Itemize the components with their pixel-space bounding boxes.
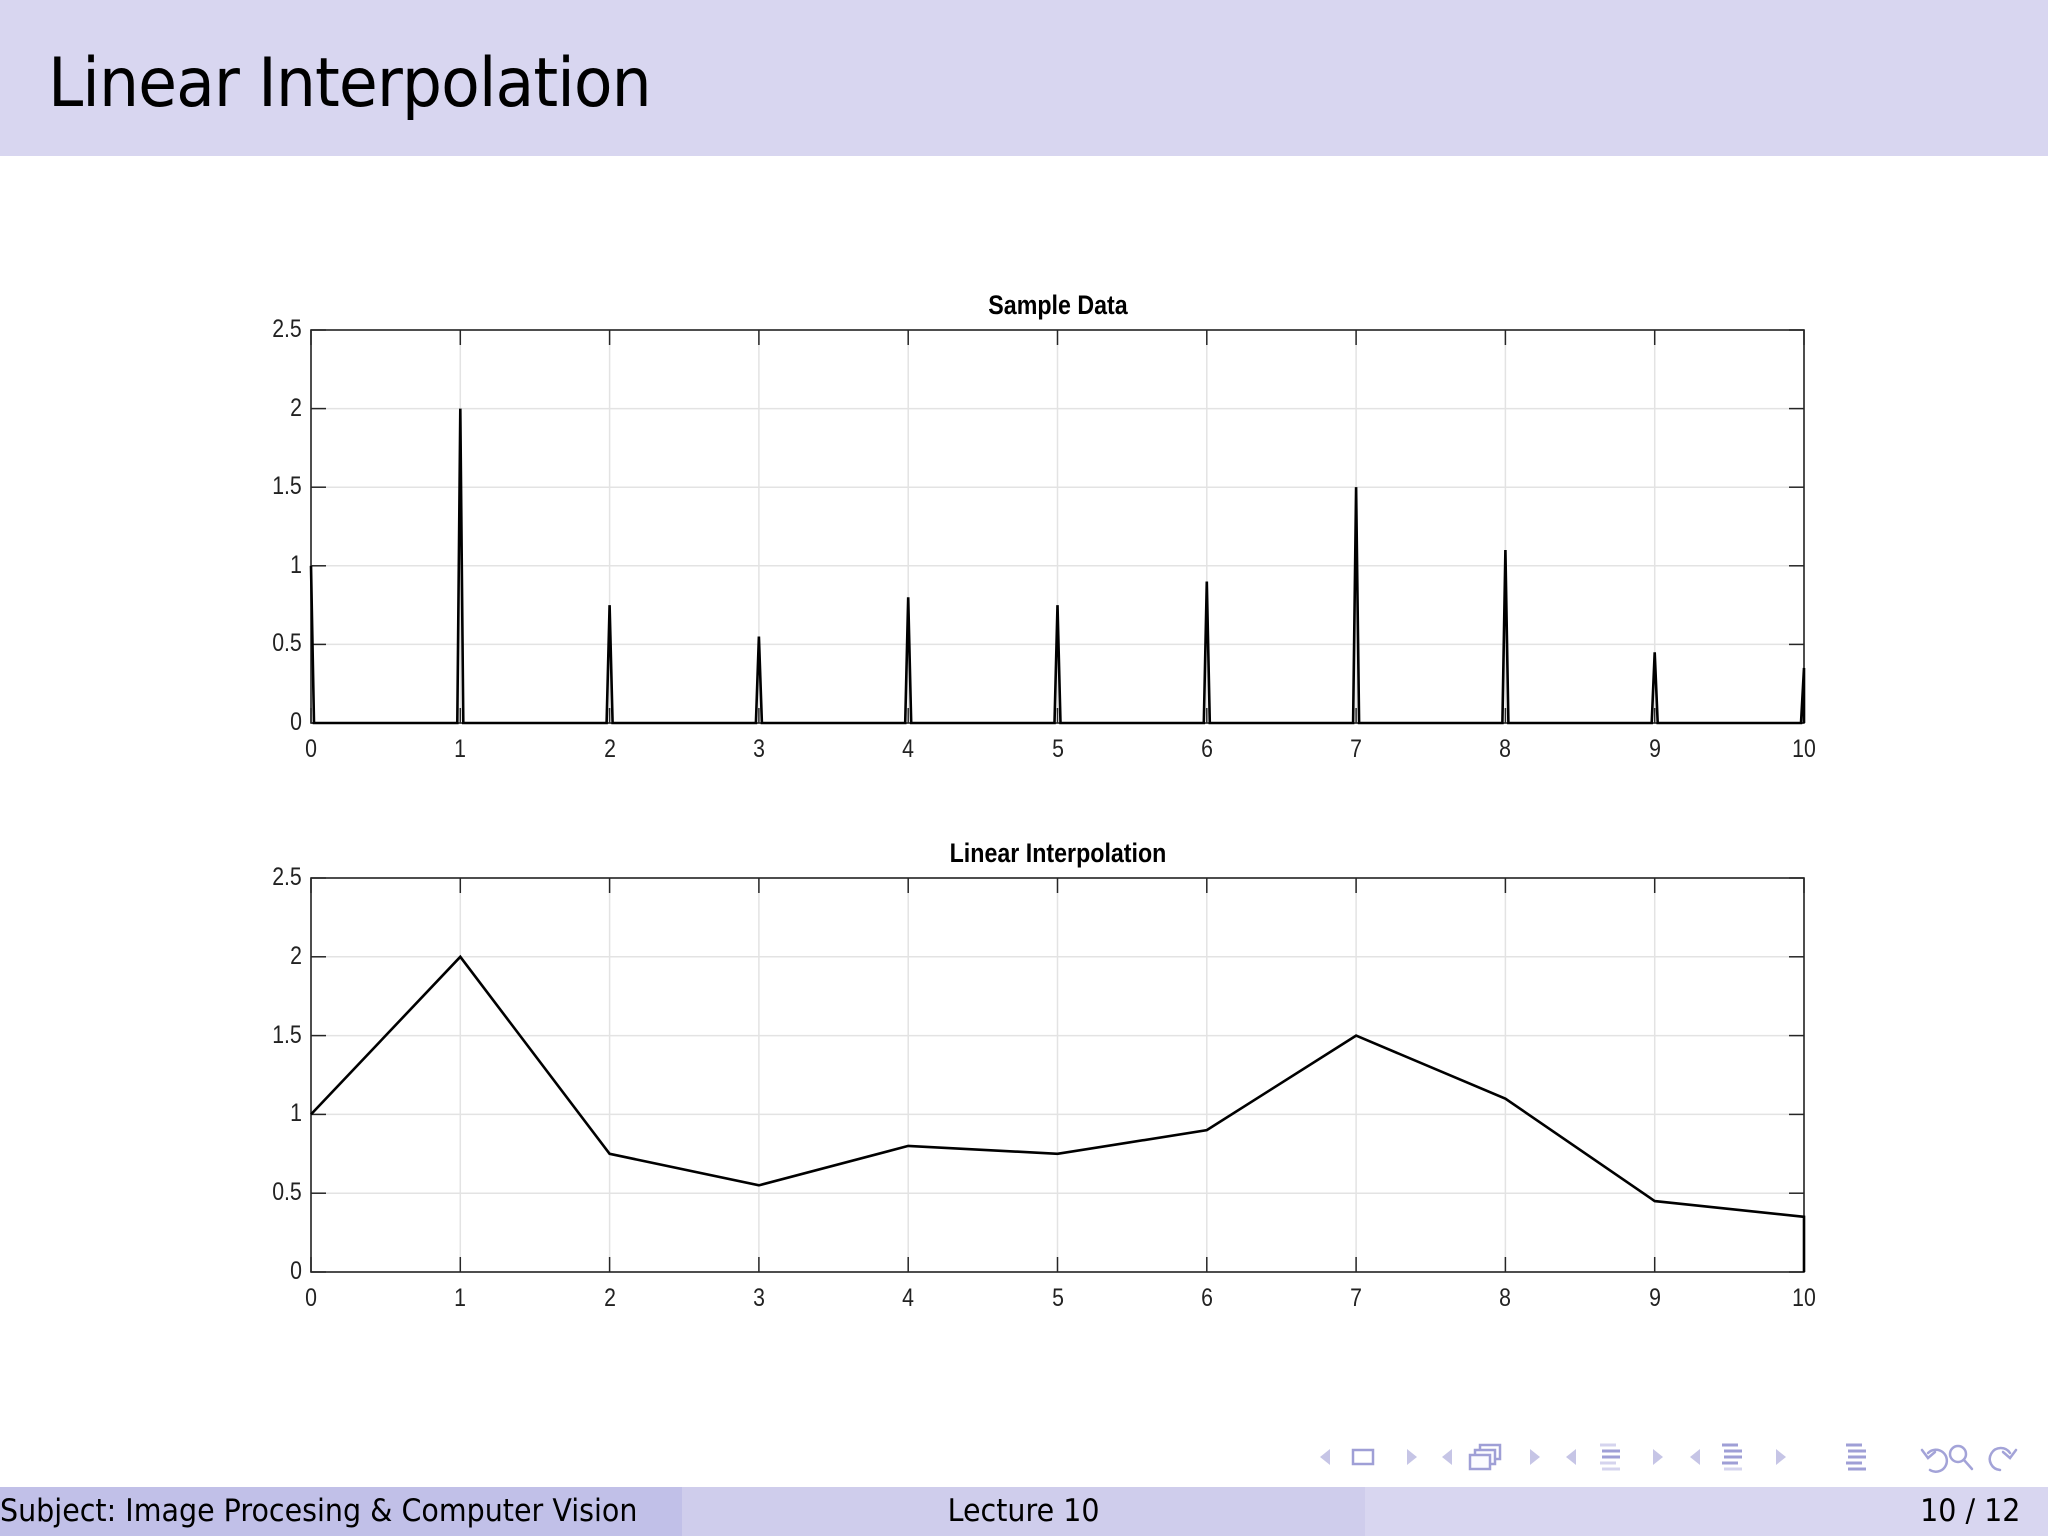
- x-tick-label: 5: [1051, 735, 1064, 763]
- x-tick-label: 1: [454, 1284, 467, 1312]
- undo-icon[interactable]: [1920, 1448, 1949, 1473]
- redo-icon[interactable]: [1988, 1446, 2018, 1472]
- x-tick-label: 0: [305, 735, 317, 763]
- frame-prev-arrow-icon[interactable]: [1320, 1449, 1330, 1465]
- footer-page-section: 10 / 12: [1365, 1487, 2048, 1536]
- chart-title: Sample Data: [987, 290, 1128, 320]
- x-tick-label: 9: [1648, 735, 1661, 763]
- chart-title: Linear Interpolation: [949, 838, 1166, 868]
- section-next-arrow-icon[interactable]: [1653, 1449, 1663, 1465]
- axes-box: [310, 877, 1805, 1273]
- x-tick-label: 3: [752, 1284, 765, 1312]
- y-tick-label: 2: [290, 941, 302, 970]
- toc-icon[interactable]: [1846, 1443, 1866, 1471]
- doc-prev-arrow-icon[interactable]: [1690, 1449, 1700, 1465]
- x-tick-label: 6: [1200, 735, 1213, 763]
- x-tick-label: 0: [305, 1284, 317, 1312]
- y-tick-label: 0.5: [272, 629, 302, 658]
- subsection-prev-arrow-icon[interactable]: [1442, 1449, 1452, 1465]
- doc-next-arrow-icon[interactable]: [1776, 1449, 1786, 1465]
- x-tick-label: 5: [1051, 1284, 1064, 1312]
- x-tick-label: 2: [603, 735, 616, 763]
- interpolated-line: [310, 954, 1806, 1272]
- y-tick-label: 1.5: [272, 472, 302, 501]
- subsection-next-arrow-icon[interactable]: [1530, 1449, 1540, 1465]
- footer-lecture-section: Lecture 10: [682, 1487, 1365, 1536]
- y-tick-label: 2.5: [272, 315, 302, 343]
- x-tick-label: 8: [1499, 1284, 1512, 1312]
- x-tick-label: 10: [1792, 1284, 1816, 1312]
- y-tick-label: 1.5: [272, 1020, 302, 1049]
- footer-page-number: 10 / 12: [1920, 1493, 2021, 1529]
- y-tick-label: 0: [290, 708, 302, 736]
- footer-subject: Subject: Image Procesing & Computer Visi…: [0, 1493, 638, 1529]
- axes-box: [310, 329, 1805, 724]
- y-tick-label: 0: [290, 1257, 302, 1285]
- subsection-icon[interactable]: [1468, 1443, 1502, 1471]
- y-tick-label: 0.5: [272, 1178, 302, 1207]
- y-tick-label: 2.5: [272, 863, 302, 891]
- y-tick-label: 1: [290, 1099, 302, 1128]
- x-tick-label: 1: [454, 735, 467, 763]
- x-tick-label: 2: [603, 1284, 616, 1312]
- x-tick-label: 4: [902, 735, 915, 763]
- slide-title: Linear Interpolation: [48, 44, 652, 123]
- sample-spikes: [309, 408, 1806, 725]
- frame-icon[interactable]: [1351, 1448, 1375, 1466]
- x-tick-label: 10: [1792, 735, 1816, 763]
- subsection-list-icon[interactable]: [1722, 1443, 1742, 1471]
- slide-header: Linear Interpolation: [0, 0, 2048, 156]
- slide-footer: Subject: Image Procesing & Computer Visi…: [0, 1487, 2048, 1536]
- beamer-navigation-bar: [1310, 1440, 2040, 1474]
- search-icon[interactable]: [1948, 1444, 1974, 1471]
- x-tick-label: 4: [902, 1284, 915, 1312]
- x-tick-label: 6: [1200, 1284, 1213, 1312]
- x-tick-label: 9: [1648, 1284, 1661, 1312]
- footer-lecture: Lecture 10: [947, 1493, 1100, 1529]
- y-tick-label: 1: [290, 550, 302, 579]
- section-prev-arrow-icon[interactable]: [1566, 1449, 1576, 1465]
- frame-next-arrow-icon[interactable]: [1407, 1449, 1417, 1465]
- footer-subject-section: Subject: Image Procesing & Computer Visi…: [0, 1487, 682, 1536]
- x-tick-label: 7: [1350, 735, 1363, 763]
- x-tick-label: 7: [1350, 1284, 1363, 1312]
- section-icon[interactable]: [1600, 1443, 1620, 1471]
- y-tick-label: 2: [290, 393, 302, 422]
- x-tick-label: 8: [1499, 735, 1512, 763]
- x-tick-label: 3: [752, 735, 765, 763]
